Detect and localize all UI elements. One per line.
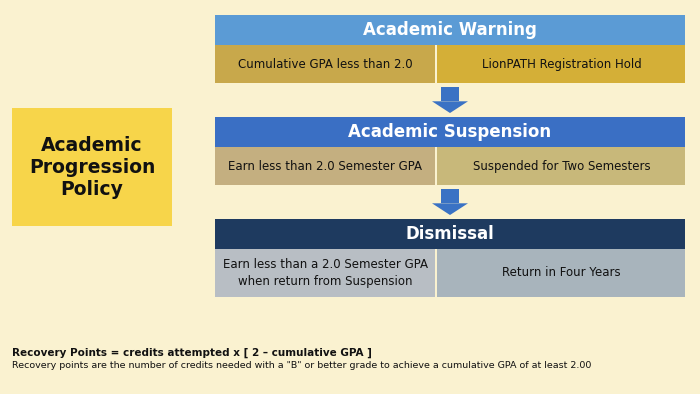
Text: Suspended for Two Semesters: Suspended for Two Semesters [473,160,650,173]
Text: Recovery Points = credits attempted x [ 2 – cumulative GPA ]: Recovery Points = credits attempted x [ … [12,348,372,358]
Bar [12,108,172,226]
Bar [215,147,435,185]
Text: Return in Four Years: Return in Four Years [502,266,621,279]
Bar [215,45,435,83]
Bar [215,15,685,45]
Bar [441,189,459,203]
Text: Dismissal: Dismissal [405,225,494,243]
Bar [441,87,459,101]
Bar [437,45,685,83]
Text: Earn less than 2.0 Semester GPA: Earn less than 2.0 Semester GPA [228,160,423,173]
Bar [215,219,685,249]
Bar [437,249,685,297]
Bar [215,249,435,297]
Text: Academic Warning: Academic Warning [363,21,537,39]
Polygon shape [432,203,468,215]
Text: Academic
Progression
Policy: Academic Progression Policy [29,136,155,199]
Text: Earn less than a 2.0 Semester GPA
when return from Suspension: Earn less than a 2.0 Semester GPA when r… [223,258,428,288]
Polygon shape [432,101,468,113]
Text: Recovery points are the number of credits needed with a "B" or better grade to a: Recovery points are the number of credit… [12,361,592,370]
Text: LionPATH Registration Hold: LionPATH Registration Hold [482,58,641,71]
Bar [437,147,685,185]
Text: Academic Suspension: Academic Suspension [349,123,552,141]
Text: Cumulative GPA less than 2.0: Cumulative GPA less than 2.0 [238,58,413,71]
Bar [215,117,685,147]
